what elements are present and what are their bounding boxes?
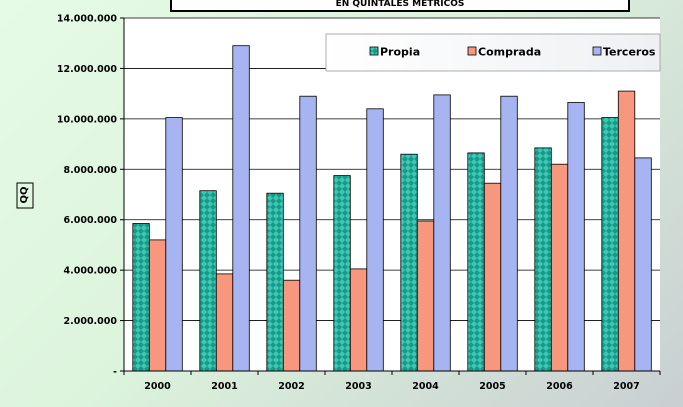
- bar-propia-2005: [467, 152, 485, 372]
- x-tick-label: 2007: [613, 381, 639, 392]
- y-tick-label: 6.000.000: [64, 215, 118, 226]
- legend-label-terceros: Terceros: [603, 46, 656, 59]
- bar-propia-2001: [199, 190, 217, 372]
- bar-propia-2006: [534, 147, 552, 372]
- x-tick-label: 2000: [144, 381, 171, 392]
- bar-terceros-2003: [366, 108, 384, 372]
- bar-comprada-2003: [349, 268, 368, 372]
- x-tick-label: 2006: [546, 381, 573, 392]
- y-tick-label: 10.000.000: [57, 114, 117, 125]
- bar-propia-2000: [132, 223, 150, 372]
- bar-terceros-2006: [567, 102, 585, 372]
- bar-comprada-2005: [483, 182, 502, 372]
- legend-swatch-propia: [369, 46, 379, 56]
- bar-terceros-2002: [299, 95, 317, 372]
- y-axis-label: QQ: [19, 186, 30, 203]
- y-tick-label: 12.000.000: [57, 64, 117, 75]
- bar-comprada-2002: [282, 279, 301, 372]
- x-tick-label: 2004: [412, 381, 439, 392]
- chart-title: EN QUINTALES METRICOS: [336, 0, 465, 9]
- x-tick-label: 2003: [345, 381, 371, 392]
- legend: Propia Comprada Terceros: [325, 33, 661, 72]
- bar-terceros-2007: [634, 157, 652, 372]
- legend-swatch-terceros: [592, 46, 602, 56]
- bar-terceros-2004: [433, 94, 451, 372]
- y-tick-label: 2.000.000: [64, 316, 118, 327]
- title-box: EN QUINTALES METRICOS: [170, 0, 630, 12]
- bar-comprada-2004: [416, 220, 435, 372]
- bar-comprada-2000: [148, 239, 167, 372]
- y-tick-label: 14.000.000: [57, 14, 117, 25]
- bar-comprada-2007: [617, 90, 636, 372]
- legend-swatch-comprada: [467, 46, 477, 56]
- x-tick-label: 2001: [211, 381, 237, 392]
- bar-propia-2004: [400, 153, 418, 372]
- bar-comprada-2006: [550, 163, 569, 372]
- y-axis-label-box: [16, 182, 34, 209]
- x-tick-label: 2005: [479, 381, 505, 392]
- y-tick-label: 4.000.000: [64, 266, 118, 277]
- legend-label-comprada: Comprada: [478, 46, 541, 59]
- bar-terceros-2001: [232, 45, 250, 372]
- bar-propia-2003: [333, 175, 351, 372]
- bar-propia-2002: [266, 192, 284, 372]
- bar-terceros-2000: [165, 117, 183, 372]
- x-tick-label: 2002: [278, 381, 304, 392]
- legend-label-propia: Propia: [380, 46, 420, 59]
- bar-propia-2007: [601, 117, 619, 372]
- y-tick-label: 8.000.000: [64, 165, 118, 176]
- bar-terceros-2005: [500, 95, 518, 372]
- y-tick-label: -: [113, 367, 117, 378]
- bar-comprada-2001: [215, 273, 234, 372]
